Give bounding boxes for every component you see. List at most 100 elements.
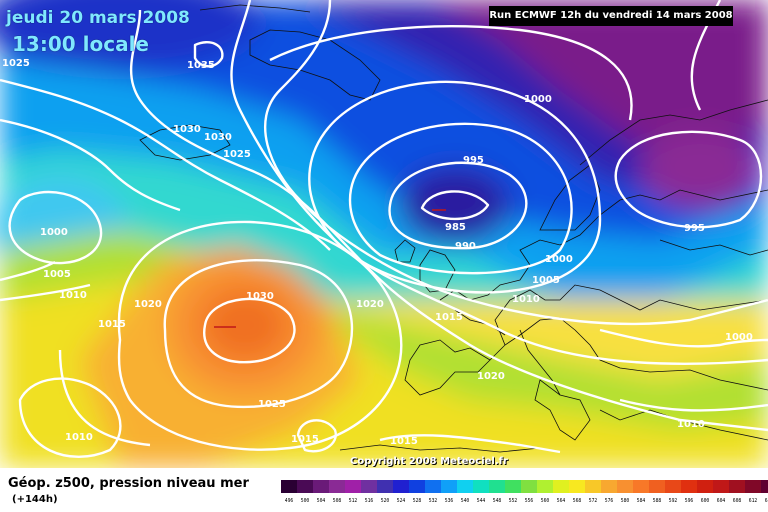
forecast-local-time: 13:00 locale: [12, 32, 149, 56]
color-scale-value: 596: [684, 498, 694, 504]
color-scale-value: 560: [540, 498, 550, 504]
color-scale-swatch: [329, 480, 345, 493]
color-scale-value: 600: [700, 498, 710, 504]
isobar-label: 1025: [2, 58, 30, 69]
model-run-label: Run ECMWF 12h du vendredi 14 mars 2008: [489, 6, 733, 26]
color-scale-swatch: [553, 480, 569, 493]
color-scale-value: 508: [332, 498, 342, 504]
color-scale-value: 580: [620, 498, 630, 504]
color-scale-value: 564: [556, 498, 566, 504]
color-scale-swatch: [537, 480, 553, 493]
isobar-label: 995: [684, 223, 705, 234]
color-scale-value: 500: [300, 498, 310, 504]
color-scale-value: 604: [716, 498, 726, 504]
color-scale-swatch: [649, 480, 665, 493]
color-scale-swatch: [345, 480, 361, 493]
color-scale-swatch: [313, 480, 329, 493]
color-scale-value: 520: [380, 498, 390, 504]
color-scale-swatch: [377, 480, 393, 493]
isobars: [0, 0, 768, 457]
isobar-label: 1010: [677, 419, 705, 430]
isobar-label: 1030: [204, 132, 232, 143]
isobar-label: 1020: [356, 299, 384, 310]
color-scale-swatch: [713, 480, 729, 493]
color-scale-swatch: [569, 480, 585, 493]
color-scale-swatch: [489, 480, 505, 493]
color-scale-value: 572: [588, 498, 598, 504]
color-scale-swatch: [601, 480, 617, 493]
color-scale-value: 544: [476, 498, 486, 504]
color-scale-value: 608: [732, 498, 742, 504]
color-scale-swatch: [761, 480, 768, 493]
color-scale-value: 592: [668, 498, 678, 504]
isobar-label: 1015: [435, 312, 463, 323]
isobar-label: 1000: [725, 332, 753, 343]
color-scale-labels: 496 500 504 508 512 516 520 524 528 532 536 540 544 5…: [281, 498, 768, 504]
map-caption: Géop. z500, pression niveau mer: [8, 476, 249, 491]
color-scale-value: 616: [764, 498, 768, 504]
color-scale-value: 588: [652, 498, 662, 504]
map-footer: Géop. z500, pression niveau mer (+144h) …: [0, 468, 768, 512]
isobar-label: 1000: [40, 227, 68, 238]
color-scale-swatch: [393, 480, 409, 493]
copyright-notice: Copyright 2008 Meteociel.fr: [350, 456, 508, 467]
color-scale-swatch: [281, 480, 297, 493]
weather-map: 1025 1035 1030 1030 1025 1000 995 985 99…: [0, 0, 768, 468]
color-scale-swatch: [457, 480, 473, 493]
isobar-label: 1020: [477, 371, 505, 382]
color-scale-value: 540: [460, 498, 470, 504]
color-scale-value: 504: [316, 498, 326, 504]
isobar-label: 990: [455, 241, 476, 252]
color-scale-swatch: [745, 480, 761, 493]
color-scale-swatch: [361, 480, 377, 493]
color-scale-swatch: [441, 480, 457, 493]
color-scale-value: 532: [428, 498, 438, 504]
color-scale-value: 612: [748, 498, 758, 504]
color-scale-swatch: [585, 480, 601, 493]
isobar-label: 1010: [59, 290, 87, 301]
color-scale: [281, 480, 768, 493]
color-scale-value: 556: [524, 498, 534, 504]
color-scale-value: 584: [636, 498, 646, 504]
forecast-map-canvas: 1025 1035 1030 1030 1025 1000 995 985 99…: [0, 0, 768, 468]
color-scale-value: 512: [348, 498, 358, 504]
isobar-label: 985: [445, 222, 466, 233]
isobar-label: 1030: [173, 124, 201, 135]
isobar-label: 1005: [532, 275, 560, 286]
color-scale-value: 548: [492, 498, 502, 504]
isobar-label: 995: [463, 155, 484, 166]
color-scale-swatch: [521, 480, 537, 493]
isobar-label: 1015: [390, 436, 418, 447]
color-scale-value: 528: [412, 498, 422, 504]
forecast-date: jeudi 20 mars 2008: [6, 8, 190, 28]
geopotential-field: [0, 0, 768, 468]
color-scale-swatch: [297, 480, 313, 493]
isobar-label: 1020: [134, 299, 162, 310]
isobar-labels: 1025 1035 1030 1030 1025 1000 995 985 99…: [2, 58, 753, 447]
forecast-lead-time: (+144h): [12, 494, 58, 505]
isobar-label: 1035: [187, 60, 215, 71]
color-scale-value: 536: [444, 498, 454, 504]
color-scale-value: 516: [364, 498, 374, 504]
color-scale-swatch: [729, 480, 745, 493]
color-scale-value: 524: [396, 498, 406, 504]
color-scale-swatch: [425, 480, 441, 493]
color-scale-value: 552: [508, 498, 518, 504]
isobar-label: 1000: [524, 94, 552, 105]
isobar-label: 1000: [545, 254, 573, 265]
color-scale-value: 568: [572, 498, 582, 504]
isobar-label: 1010: [65, 432, 93, 443]
isobar-label: 1010: [512, 294, 540, 305]
color-scale-value: 576: [604, 498, 614, 504]
color-scale-swatch: [505, 480, 521, 493]
isobar-label: 1005: [43, 269, 71, 280]
color-scale-swatch: [409, 480, 425, 493]
isobar-label: 1025: [223, 149, 251, 160]
color-scale-swatch: [473, 480, 489, 493]
isobar-label: 1030: [246, 291, 274, 302]
color-scale-value: 496: [284, 498, 294, 504]
isobar-label: 1015: [98, 319, 126, 330]
isobar-label: 1015: [291, 434, 319, 445]
color-scale-swatch: [617, 480, 633, 493]
color-scale-swatch: [633, 480, 649, 493]
